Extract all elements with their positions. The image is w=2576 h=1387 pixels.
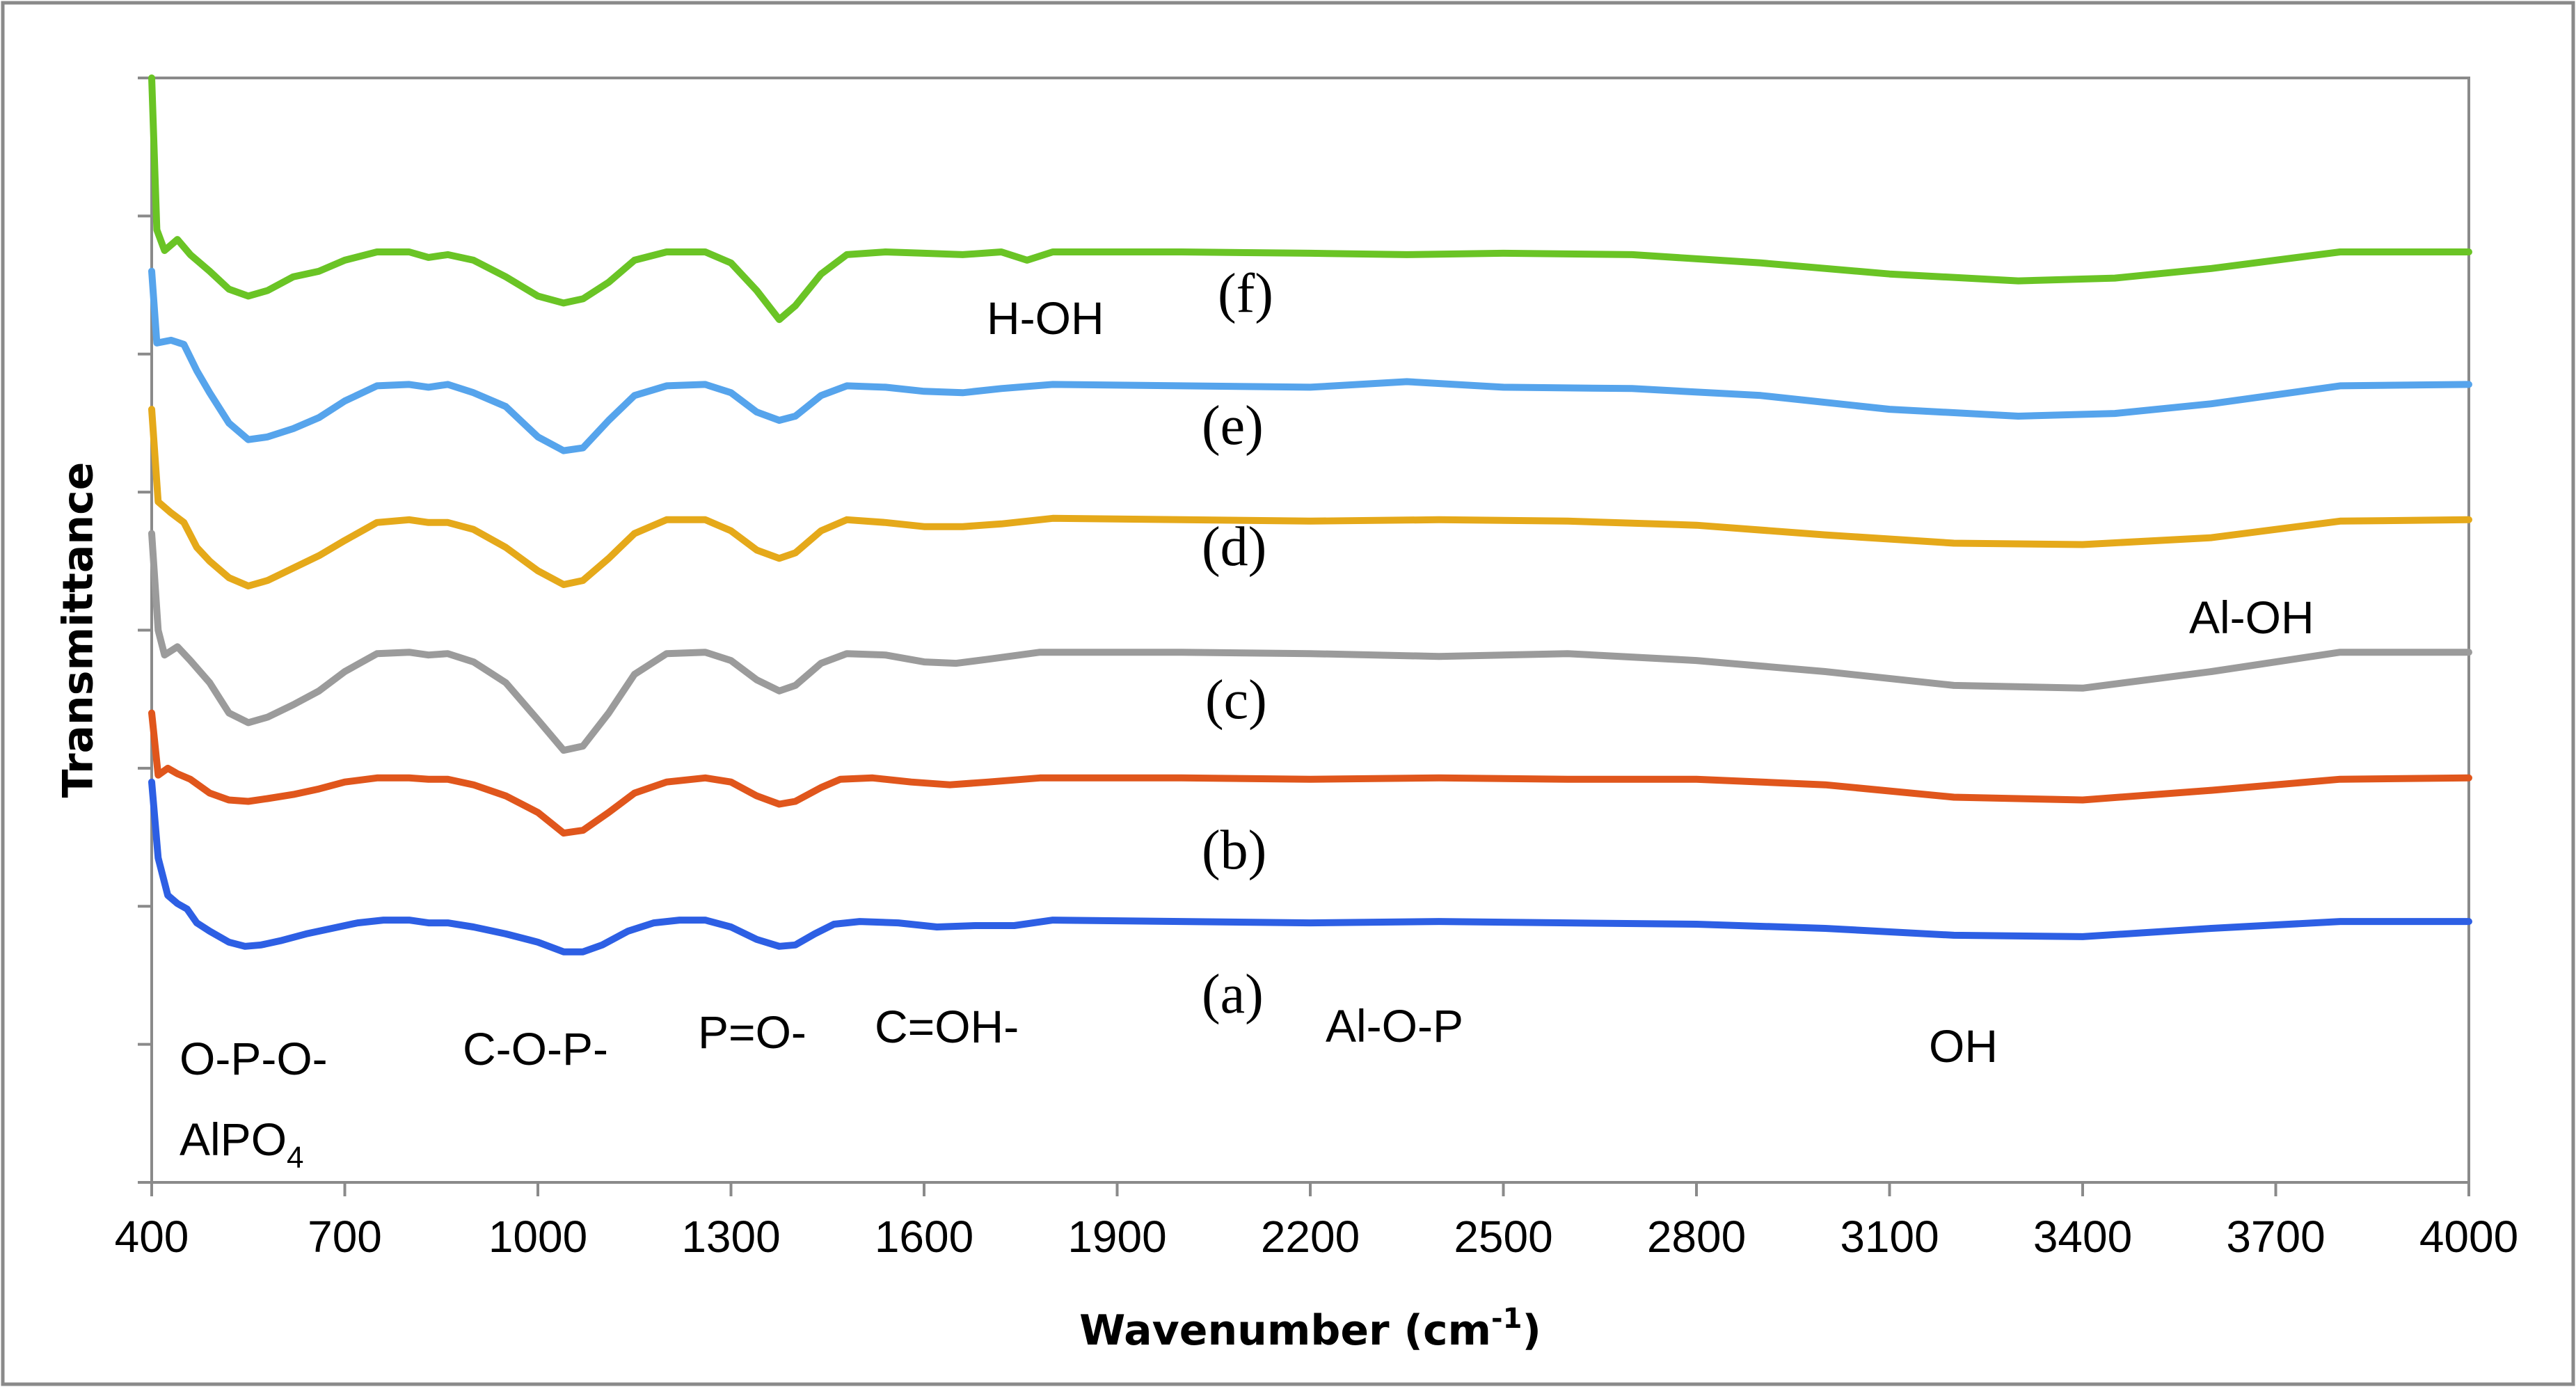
band-label-oh: OH [1929,1020,1998,1072]
band-label-opo: O-P-O- [180,1033,328,1084]
y-axis-title: Transmittance [54,462,103,798]
series-line-c [148,530,2472,754]
band-label-alpo4: AlPO4 [180,1113,304,1175]
series-label-f: (f) [1218,263,1273,324]
series-label-d: (d) [1202,516,1266,578]
series-line-d [148,406,2472,589]
band-label-alpo4-subscript: 4 [287,1141,303,1175]
x-tick-label-1900: 1900 [1067,1212,1166,1262]
band-label-alpo4-main: AlPO [180,1113,287,1165]
x-axis-title-main: Wavenumber (cm [1079,1306,1491,1355]
series-line-b [148,709,2472,837]
band-label-hoh: H-OH [987,292,1104,344]
band-label-coh: C=OH- [875,1001,1019,1052]
series-line-e [148,267,2472,454]
band-label-cop: C-O-P- [463,1023,608,1075]
x-tick-label-3100: 3100 [1840,1212,1939,1262]
band-label-po: P=O- [698,1006,806,1058]
x-axis-title-superscript: -1 [1491,1303,1522,1335]
series-layer [148,74,2472,956]
series-line-a [148,778,2472,956]
x-tick-label-1300: 1300 [681,1212,780,1262]
series-label-c: (c) [1205,669,1267,731]
x-axis-title: Wavenumber (cm-1) [1079,1303,1541,1355]
x-tick-label-4000: 4000 [2419,1212,2518,1262]
x-tick-label-2800: 2800 [1647,1212,1746,1262]
x-tick-label-2200: 2200 [1261,1212,1360,1262]
x-tick-label-700: 700 [308,1212,382,1262]
x-axis-title-suffix: ) [1522,1306,1541,1355]
band-label-alop: Al-O-P [1326,1000,1463,1052]
x-tick-label-3700: 3700 [2226,1212,2325,1262]
series-label-a: (a) [1202,964,1264,1025]
series-label-e: (e) [1202,395,1264,457]
x-tick-label-1600: 1600 [875,1212,973,1262]
series-line-f [148,74,2472,324]
band-label-aloh: Al-OH [2189,592,2314,643]
x-tick-label-2500: 2500 [1454,1212,1552,1262]
series-label-b: (b) [1202,820,1266,881]
x-axis-ticks: 400 700 1000 1300 1600 1900 2200 2500 2800 3100 34… [115,1182,2518,1262]
x-tick-label-3400: 3400 [2033,1212,2132,1262]
x-tick-label-1000: 1000 [488,1212,587,1262]
x-tick-label-400: 400 [115,1212,189,1262]
